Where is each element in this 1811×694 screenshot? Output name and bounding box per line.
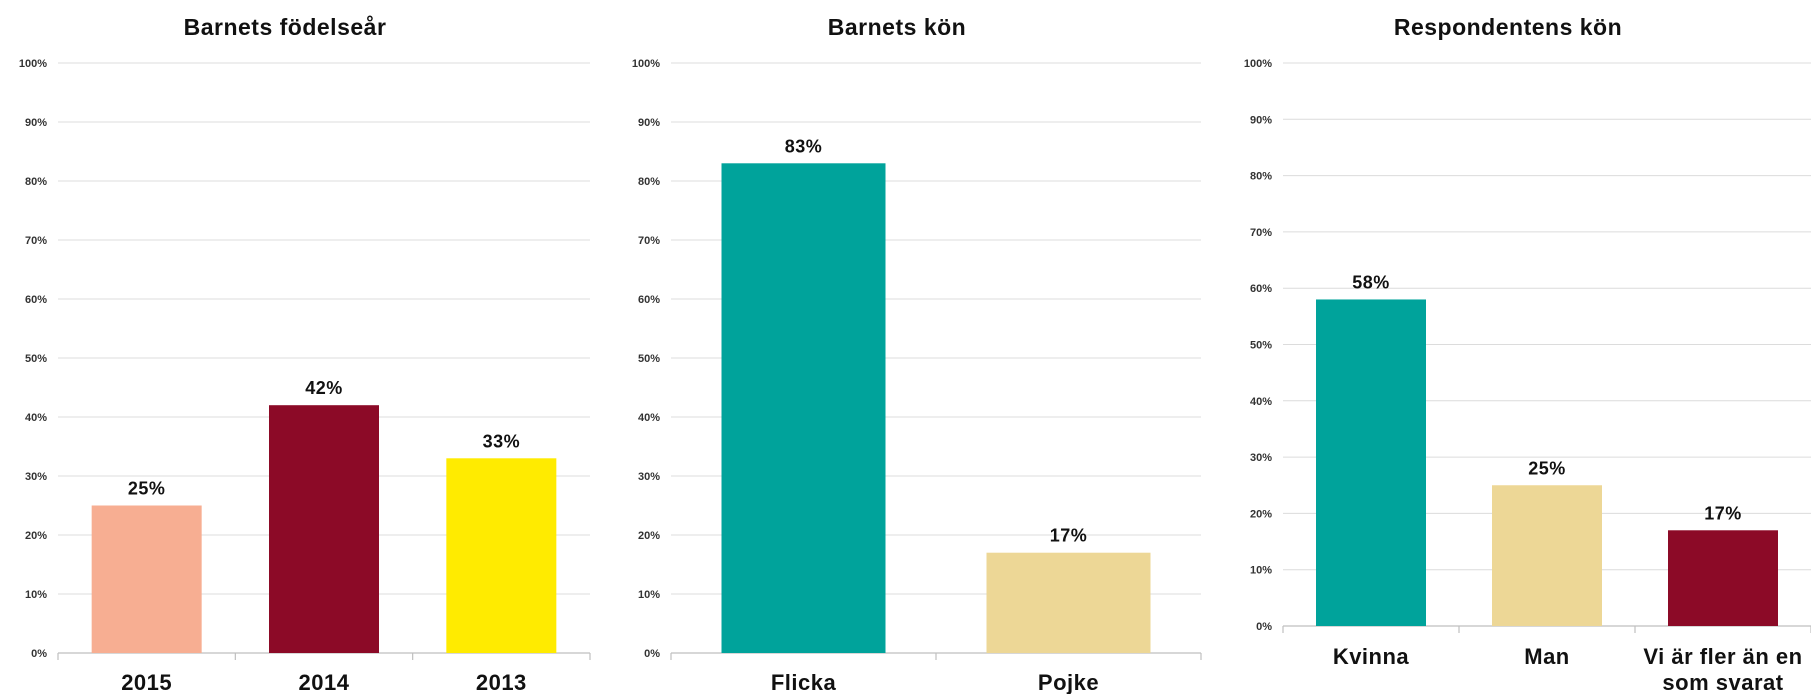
y-tick-label: 40% (1250, 396, 1272, 408)
x-category-label: Kvinna (1333, 644, 1410, 669)
y-tick-label: 40% (638, 412, 660, 424)
x-category-label-line: Kvinna (1333, 644, 1410, 669)
x-category-label: 2014 (299, 670, 350, 694)
y-tick-label: 40% (25, 412, 47, 424)
y-tick-label: 50% (25, 353, 47, 365)
chart-title: Respondentens kön (1394, 14, 1622, 40)
chart-3: Respondentens kön 0% 10% 20% 30% 40% 50% 60% 70%… (1244, 14, 1811, 694)
y-tick-label: 20% (638, 530, 660, 542)
x-category-label: Man (1524, 644, 1570, 669)
x-category-label: 2013 (476, 670, 527, 694)
y-tick-label: 70% (25, 235, 47, 247)
y-tick-label: 90% (25, 117, 47, 129)
data-label: 33% (483, 431, 521, 451)
chart-title: Barnets kön (828, 14, 966, 40)
bar (91, 505, 202, 653)
data-label: 17% (1050, 526, 1088, 546)
y-tick-label: 100% (1244, 58, 1272, 70)
bar (986, 552, 1151, 653)
y-tick-label: 100% (632, 58, 660, 70)
y-tick-label: 80% (638, 176, 660, 188)
y-tick-label: 20% (1250, 508, 1272, 520)
y-tick-label: 30% (638, 471, 660, 483)
data-label: 17% (1704, 503, 1742, 523)
y-tick-label: 30% (25, 471, 47, 483)
y-tick-label: 60% (1250, 283, 1272, 295)
y-tick-label: 0% (31, 648, 47, 660)
x-category-label: 2015 (121, 670, 172, 694)
x-category-label: Vi är fler än en som svarat (1643, 644, 1802, 694)
y-tick-label: 0% (644, 648, 660, 660)
chart-2: Barnets kön 0% 10% 20% 30% 40% 50% 60% 70% 80% 90%… (632, 14, 1202, 694)
y-tick-label: 90% (638, 117, 660, 129)
x-category-label-line: Vi är fler än en (1643, 644, 1802, 669)
data-label: 42% (305, 378, 343, 398)
bar (1668, 530, 1778, 626)
y-tick-label: 10% (25, 589, 47, 601)
y-tick-label: 10% (638, 589, 660, 601)
y-tick-label: 30% (1250, 452, 1272, 464)
bar (446, 458, 557, 653)
bar (269, 405, 379, 653)
bar (721, 163, 886, 654)
y-tick-label: 60% (638, 294, 660, 306)
data-label: 58% (1352, 272, 1390, 292)
x-category-label: Flicka (771, 670, 837, 694)
y-tick-label: 90% (1250, 114, 1272, 126)
y-tick-label: 20% (25, 530, 47, 542)
x-category-label-line: som svarat (1662, 670, 1783, 694)
y-tick-label: 80% (25, 176, 47, 188)
y-tick-label: 50% (1250, 340, 1272, 352)
data-label: 83% (785, 136, 823, 156)
y-tick-label: 50% (638, 353, 660, 365)
x-category-label: Pojke (1038, 670, 1099, 694)
y-tick-label: 70% (1250, 227, 1272, 239)
chart-title: Barnets födelseår (184, 14, 387, 40)
data-label: 25% (1528, 458, 1566, 478)
chart-1: Barnets födelseår 0% 10% 20% 30% 40% 50% 60% 70%… (19, 14, 591, 694)
y-tick-label: 60% (25, 294, 47, 306)
y-tick-label: 100% (19, 58, 47, 70)
y-tick-label: 0% (1256, 621, 1272, 633)
y-tick-label: 10% (1250, 565, 1272, 577)
bar (1316, 299, 1426, 626)
y-tick-label: 70% (638, 235, 660, 247)
bar (1492, 485, 1602, 626)
data-label: 25% (128, 479, 166, 499)
y-tick-label: 80% (1250, 171, 1272, 183)
x-category-label-line: Man (1524, 644, 1570, 669)
